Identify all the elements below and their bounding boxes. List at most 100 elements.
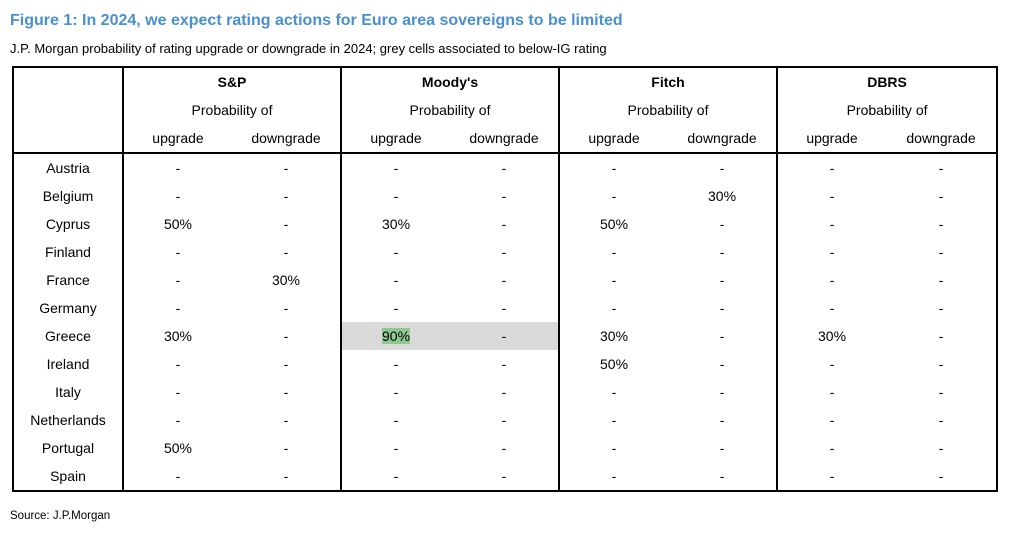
downgrade-cell: -: [938, 412, 944, 428]
upgrade-cell: -: [393, 440, 399, 456]
corner-cell: [13, 67, 124, 96]
upgrade-cell: -: [175, 356, 181, 372]
figure-title: Figure 1: In 2024, we expect rating acti…: [10, 12, 623, 29]
downgrade-cell: -: [938, 216, 944, 232]
country-cell: Spain: [13, 462, 124, 491]
downgrade-cell: -: [450, 153, 561, 182]
upgrade-header: upgrade: [341, 124, 451, 154]
upgrade-cell: -: [611, 412, 617, 428]
upgrade-cell: -: [611, 160, 617, 176]
upgrade-cell: -: [611, 440, 617, 456]
upgrade-cell: -: [175, 272, 181, 288]
downgrade-cell: -: [450, 294, 561, 322]
upgrade-cell: -: [393, 356, 399, 372]
figure-subtitle: J.P. Morgan probability of rating upgrad…: [10, 41, 607, 56]
corner-cell: [13, 96, 124, 124]
upgrade-cell: -: [393, 300, 399, 316]
table-row: Portugal 50% - - - - - - -: [13, 434, 997, 462]
corner-cell: [13, 124, 124, 154]
country-cell: France: [13, 266, 124, 294]
downgrade-cell: -: [938, 160, 944, 176]
upgrade-cell: -: [829, 272, 835, 288]
upgrade-cell: -: [829, 300, 835, 316]
downgrade-cell: -: [668, 434, 779, 462]
agency-header: Fitch: [559, 67, 779, 96]
downgrade-cell: -: [450, 378, 561, 406]
probability-label: Probability of: [341, 96, 561, 124]
upgrade-cell: -: [829, 440, 835, 456]
country-cell: Italy: [13, 378, 124, 406]
upgrade-cell: -: [393, 188, 399, 204]
probability-label: Probability of: [123, 96, 343, 124]
upgrade-cell: -: [829, 384, 835, 400]
upgrade-cell: -: [393, 468, 399, 484]
upgrade-cell: -: [175, 300, 181, 316]
country-cell: Belgium: [13, 182, 124, 210]
upgrade-cell: 50%: [163, 440, 193, 456]
downgrade-cell: -: [938, 188, 944, 204]
upgrade-cell: -: [175, 188, 181, 204]
downgrade-cell: -: [232, 434, 343, 462]
country-cell: Greece: [13, 322, 124, 350]
downgrade-header: downgrade: [232, 124, 343, 154]
downgrade-cell: -: [938, 440, 944, 456]
table-row: Austria - - - - - - - -: [13, 153, 997, 182]
downgrade-header: downgrade: [668, 124, 779, 154]
downgrade-cell: -: [938, 328, 944, 344]
upgrade-cell: -: [611, 272, 617, 288]
country-cell: Austria: [13, 153, 124, 182]
upgrade-cell: -: [611, 188, 617, 204]
downgrade-cell: -: [450, 462, 561, 491]
table-row: Greece 30% - 90% - 30% - 30% -: [13, 322, 997, 350]
rating-probability-table: S&P Moody's Fitch DBRS Probability of Pr…: [12, 66, 999, 492]
agency-header: DBRS: [867, 74, 907, 90]
upgrade-cell: -: [393, 384, 399, 400]
downgrade-cell: -: [450, 182, 561, 210]
downgrade-cell: -: [668, 322, 779, 350]
downgrade-cell: -: [668, 266, 779, 294]
downgrade-cell: -: [232, 182, 343, 210]
upgrade-header: upgrade: [559, 124, 669, 154]
upgrade-cell: -: [829, 188, 835, 204]
upgrade-cell: -: [175, 468, 181, 484]
probability-label: Probability of: [559, 96, 779, 124]
table-row: Cyprus 50% - 30% - 50% - - -: [13, 210, 997, 238]
table-row: France - 30% - - - - - -: [13, 266, 997, 294]
downgrade-cell: -: [450, 322, 561, 350]
downgrade-cell: -: [232, 238, 343, 266]
country-cell: Germany: [13, 294, 124, 322]
upgrade-cell: -: [175, 160, 181, 176]
downgrade-cell: -: [232, 294, 343, 322]
downgrade-header: downgrade: [886, 124, 998, 154]
upgrade-header: upgrade: [123, 124, 232, 154]
upgrade-cell: 30%: [600, 328, 629, 344]
upgrade-cell: 30%: [163, 328, 193, 344]
agency-header-row: S&P Moody's Fitch DBRS: [13, 67, 997, 96]
upgrade-cell: -: [175, 384, 181, 400]
downgrade-cell: -: [232, 350, 343, 378]
downgrade-cell: -: [232, 210, 343, 238]
upgrade-cell: -: [393, 272, 399, 288]
downgrade-cell: -: [232, 153, 343, 182]
downgrade-cell: -: [450, 210, 561, 238]
agency-header: S&P: [123, 67, 343, 96]
highlighted-value: 90%: [382, 328, 411, 344]
downgrade-cell: -: [668, 350, 779, 378]
upgrade-cell: -: [611, 468, 617, 484]
downgrade-cell: -: [450, 434, 561, 462]
upgrade-cell: -: [829, 216, 835, 232]
probability-label: Probability of: [846, 102, 928, 118]
upgrade-cell: 50%: [600, 216, 629, 232]
upgrade-header: upgrade: [777, 124, 887, 154]
upgrade-cell: -: [175, 412, 181, 428]
downgrade-cell: -: [450, 266, 561, 294]
upgrade-cell: -: [611, 300, 617, 316]
upgrade-cell: -: [829, 468, 835, 484]
downgrade-cell: 30%: [668, 182, 779, 210]
source-note: Source: J.P.Morgan: [10, 510, 111, 522]
country-cell: Finland: [13, 238, 124, 266]
table-row: Spain - - - - - - - -: [13, 462, 997, 491]
downgrade-cell: -: [668, 294, 779, 322]
table-row: Ireland - - - - 50% - - -: [13, 350, 997, 378]
downgrade-cell: -: [668, 406, 779, 434]
